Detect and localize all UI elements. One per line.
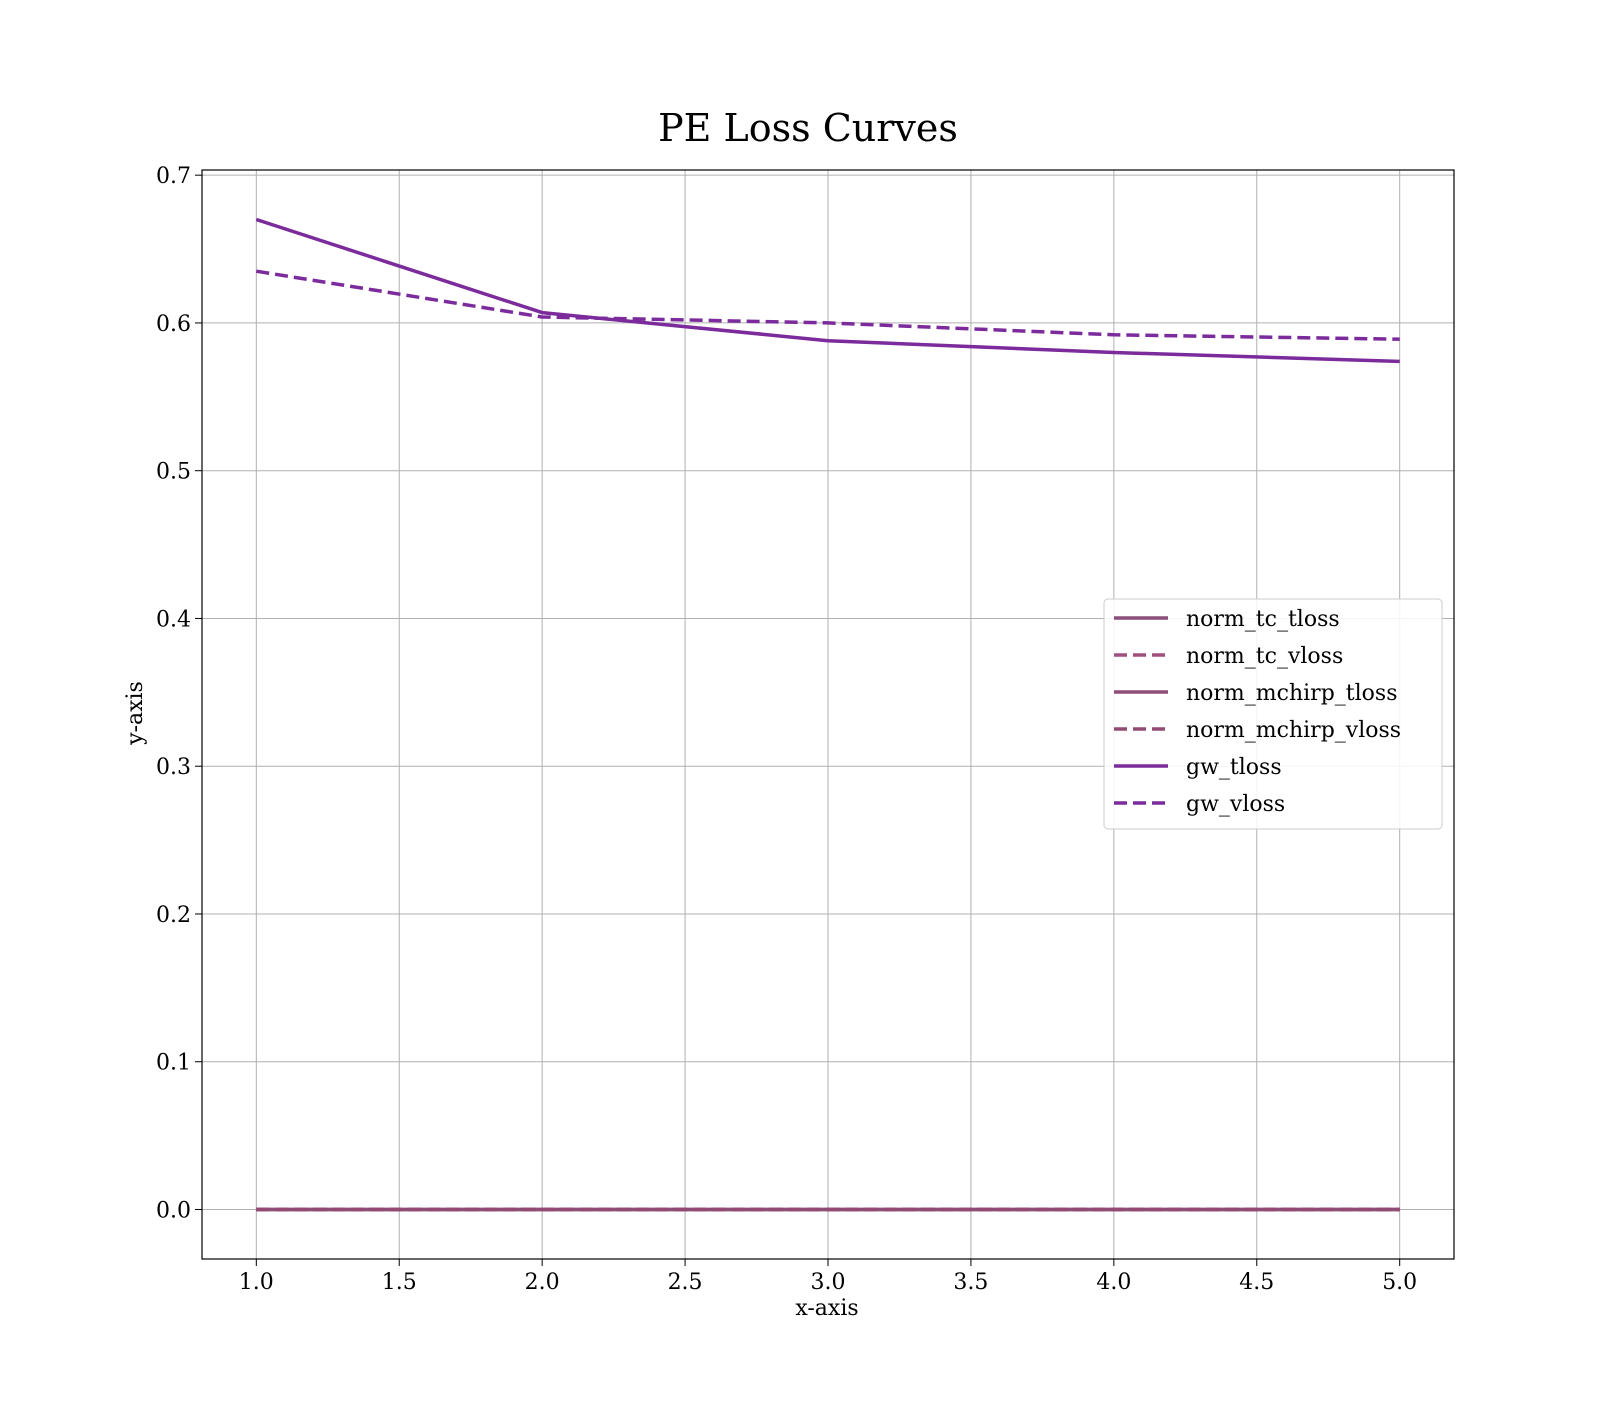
legend-label: norm_tc_tloss	[1186, 607, 1340, 632]
legend-box	[1103, 598, 1443, 830]
y-tick-label: 0.4	[156, 607, 191, 632]
y-tick-label: 0.5	[156, 460, 191, 485]
legend-label: norm_tc_vloss	[1186, 644, 1343, 669]
x-tick-label: 3.0	[811, 1270, 846, 1295]
y-ticks: 0.0 0.1 0.2 0.3 0.4 0.5 0.6 0.7	[156, 164, 202, 1224]
legend-label: gw_tloss	[1186, 755, 1282, 780]
legend-label: gw_vloss	[1186, 792, 1285, 817]
x-tick-label: 3.5	[953, 1270, 988, 1295]
x-ticks: 1.0 1.5 2.0 2.5 3.0 3.5 4.0 4.5 5.0	[239, 1259, 1417, 1295]
x-tick-label: 2.0	[525, 1270, 560, 1295]
legend-label: norm_mchirp_tloss	[1186, 681, 1397, 706]
y-tick-label: 0.0	[156, 1199, 191, 1224]
x-tick-label: 4.0	[1096, 1270, 1131, 1295]
legend-entries: norm_tc_tloss norm_tc_vloss norm_mchirp_tl…	[1114, 607, 1401, 817]
y-tick-label: 0.6	[156, 312, 191, 337]
y-tick-label: 0.7	[156, 164, 191, 189]
y-tick-label: 0.3	[156, 755, 191, 780]
y-tick-label: 0.2	[156, 903, 191, 928]
x-axis-label: x-axis	[795, 1296, 858, 1321]
x-tick-label: 1.5	[382, 1270, 417, 1295]
legend-label: norm_mchirp_vloss	[1186, 718, 1401, 743]
series-lines	[255, 217, 1400, 1212]
y-axis-label: y-axis	[123, 681, 148, 746]
series-line-gw-tloss	[255, 217, 1400, 364]
legend: norm_tc_tloss norm_tc_vloss norm_mchirp_tl…	[1103, 598, 1443, 830]
x-tick-label: 4.5	[1239, 1270, 1274, 1295]
x-tick-label: 1.0	[239, 1270, 274, 1295]
chart-title: PE Loss Curves	[658, 106, 958, 150]
series-line-gw-vloss	[256, 269, 1400, 341]
x-tick-label: 2.5	[668, 1270, 703, 1295]
y-tick-label: 0.1	[156, 1051, 191, 1076]
x-tick-label: 5.0	[1382, 1270, 1417, 1295]
